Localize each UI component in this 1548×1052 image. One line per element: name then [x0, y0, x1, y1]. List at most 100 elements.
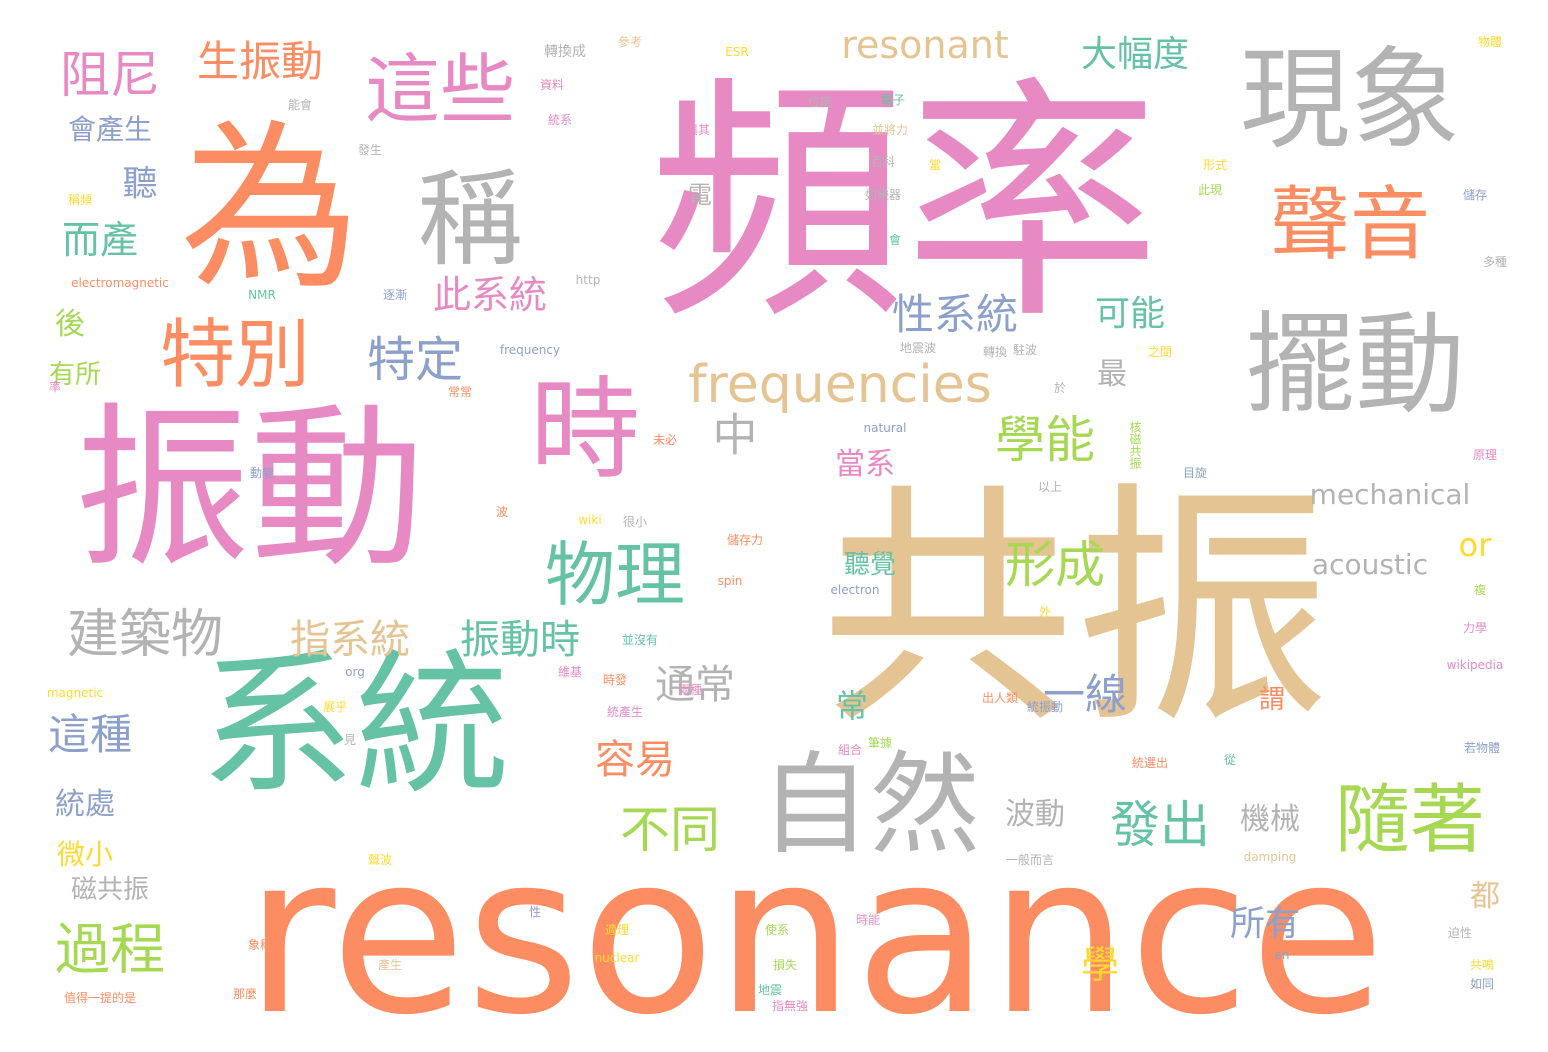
word-cjk-87: 駐波: [1012, 343, 1038, 357]
word-cjk-100: 原理: [1472, 448, 1498, 462]
word-cjk-27: 特定: [366, 332, 464, 388]
word-cjk-15: 物理: [545, 534, 685, 616]
word-cjk-71: 與其: [685, 123, 711, 137]
word-electromagnetic: electromagnetic: [71, 276, 169, 290]
word-esr: ESR: [725, 45, 749, 59]
word-cjk-73: 當: [928, 158, 942, 172]
word-cjk-98: 目旋: [1182, 466, 1208, 480]
word-cjk-52: 學: [1080, 943, 1120, 987]
word-cjk-96: 核磁共振: [1128, 421, 1142, 469]
word-cjk-8: 擺動: [1245, 301, 1465, 429]
word-cjk-120: 統產生: [606, 705, 644, 719]
word-cjk-126: 從: [1223, 753, 1237, 767]
word-cjk-143: 那麼: [232, 987, 258, 1001]
word-cjk-29: 指系統: [290, 617, 410, 663]
word-cjk-76: 形式: [1202, 158, 1228, 172]
word-cjk-91: 率: [48, 380, 62, 394]
word-cjk-114: 維基: [557, 665, 583, 679]
word-cjk-4: 振動: [75, 388, 425, 592]
word-cjk-6: 為: [179, 105, 361, 314]
word-cjk-61: 轉換成: [544, 44, 586, 60]
word-cjk-12: 聲音: [1270, 178, 1430, 271]
word-cjk-121: 見: [343, 733, 357, 747]
word-resonant: resonant: [841, 23, 1009, 67]
word-cjk-78: 儲存: [1462, 188, 1488, 202]
word-cjk-35: 容易: [595, 737, 675, 783]
word-cjk-55: 聽覺: [843, 550, 897, 580]
word-cjk-51: 所有: [1229, 904, 1301, 945]
word-cjk-40: 可能: [1094, 294, 1166, 335]
word-cjk-11: 稱: [417, 158, 523, 281]
word-cjk-69: 電子: [880, 93, 906, 107]
word-spin: spin: [717, 574, 743, 588]
word-cjk-107: 外: [1038, 605, 1052, 619]
word-nuclear: nuclear: [594, 951, 640, 965]
word-cjk-70: 並將力: [871, 123, 909, 137]
word-cjk-122: 組合: [837, 743, 863, 757]
word-cjk-79: 多種: [1482, 255, 1508, 269]
word-cjk-38: 而產: [61, 218, 139, 262]
word-cjk-63: 資料: [539, 78, 565, 92]
word-cjk-34: 通常: [655, 662, 735, 708]
word-cjk-72: 百科: [870, 155, 896, 169]
word-cjk-65: 統系: [547, 113, 573, 127]
word-cjk-50: 機械: [1240, 802, 1300, 837]
word-cjk-125: 統選出: [1131, 756, 1169, 770]
word-cjk-97: 動能: [249, 466, 275, 480]
word-cjk-131: 適理: [604, 923, 630, 937]
word-cjk-1: 頻率: [649, 56, 1161, 354]
word-cjk-135: 象稱: [247, 938, 273, 952]
word-cjk-53: 常: [831, 689, 869, 721]
word-http: http: [575, 273, 601, 287]
word-cjk-14: 隨著: [1334, 775, 1486, 864]
word-cjk-68: 位能: [807, 95, 833, 109]
word-cjk-90: 之間: [1147, 345, 1173, 359]
word-cjk-144: 地震: [757, 983, 783, 997]
word-cjk-140: 如同: [1469, 977, 1495, 991]
word-cjk-93: 於: [1053, 381, 1067, 395]
word-cjk-60: 電: [688, 181, 712, 209]
word-cjk-115: 時發: [602, 673, 628, 687]
word-cjk-137: 損失: [772, 958, 798, 972]
word-cjk-23: 學能: [995, 411, 1095, 469]
word-cjk-18: 建築物: [66, 605, 224, 665]
word-cjk-117: 兩種: [677, 683, 703, 697]
word-frequency: frequency: [499, 343, 561, 357]
word-cjk-95: 未必: [652, 433, 678, 447]
word-cjk-110: 並沒有: [621, 633, 659, 647]
word-cjk-25: 不同: [620, 801, 720, 859]
word-cjk-45: 會產生: [67, 113, 153, 146]
word-resonance: resonance: [244, 807, 1386, 1052]
word-cjk-58: 謂: [1258, 685, 1286, 715]
word-cjk-39: 聽: [122, 164, 158, 205]
word-cjk-9: 自然: [760, 741, 980, 869]
word-cjk-109: 力學: [1462, 621, 1488, 635]
word-cjk-32: 大幅度: [1080, 34, 1190, 75]
word-cjk-128: 一般而言: [1005, 853, 1055, 867]
word-cjk-81: 稱頻: [67, 193, 93, 207]
word-or: or: [1458, 526, 1492, 564]
word-nmr: NMR: [248, 288, 276, 302]
word-cjk-80: 物體: [1477, 35, 1503, 49]
word-cjk-31: 此系統: [432, 273, 548, 317]
word-cjk-132: 使系: [764, 923, 790, 937]
word-cjk-108: 複: [1473, 583, 1487, 597]
word-cjk-104: 儲存力: [726, 533, 764, 547]
word-cjk-133: 時能: [855, 913, 881, 927]
word-cjk-145: 指無強: [771, 999, 809, 1013]
word-cjk-47: 微小: [56, 838, 114, 871]
word-cjk-66: 發生: [357, 143, 383, 157]
word-cjk-21: 阻尼: [60, 46, 160, 104]
word-natural: natural: [863, 421, 907, 435]
word-cjk-44: 當系: [835, 447, 895, 482]
word-cjk-123: 筆據: [867, 736, 893, 750]
word-cjk-13: 這些: [364, 45, 516, 134]
word-magnetic: magnetic: [46, 686, 104, 700]
word-cjk-92: 常常: [447, 385, 473, 399]
word-cjk-101: 波: [495, 505, 509, 519]
word-cjk-46: 統處: [55, 787, 115, 822]
word-wikipedia: wikipedia: [1446, 658, 1504, 672]
word-org: org: [345, 665, 365, 679]
word-cjk-77: 此現: [1197, 183, 1223, 197]
